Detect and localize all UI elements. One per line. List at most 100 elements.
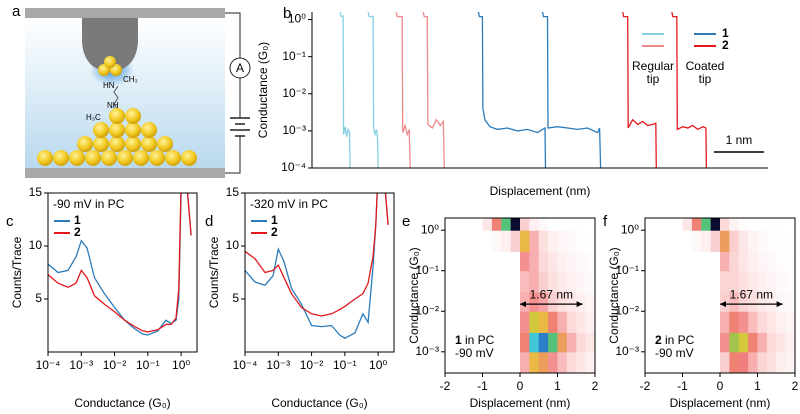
heat-cell bbox=[720, 271, 730, 293]
trace bbox=[423, 12, 444, 168]
heat-cell bbox=[492, 251, 502, 271]
heat-cell bbox=[645, 271, 655, 293]
heat-cell bbox=[445, 251, 455, 271]
heat-cell bbox=[529, 311, 539, 333]
heat-cell bbox=[767, 311, 777, 333]
schematic: a A CH₃ HN NH H₃C bbox=[12, 3, 250, 178]
heat-cell bbox=[673, 230, 683, 252]
arrow-label: 1.67 nm bbox=[530, 287, 573, 301]
trace bbox=[48, 161, 191, 335]
heat-cell bbox=[539, 352, 549, 374]
heat-cell bbox=[520, 230, 530, 252]
atom bbox=[37, 150, 53, 166]
heat-cell bbox=[567, 332, 577, 352]
heat-cell bbox=[501, 332, 511, 352]
heat-cell bbox=[748, 218, 758, 231]
x-tick-label: -2 bbox=[640, 379, 651, 393]
atom bbox=[77, 136, 93, 152]
heat-cell bbox=[720, 332, 730, 352]
heat-cell bbox=[720, 230, 730, 252]
trace bbox=[623, 12, 657, 168]
heat-cell bbox=[445, 271, 455, 293]
x-axis-title: Displacement (nm) bbox=[470, 396, 571, 410]
heat-cell bbox=[529, 251, 539, 271]
y-axis-title: Conductance (G₀) bbox=[607, 247, 621, 343]
heat-cell bbox=[748, 332, 758, 352]
heat-cell bbox=[520, 251, 530, 271]
heat-cell bbox=[729, 230, 739, 252]
heat-cell bbox=[767, 332, 777, 352]
x-tick-label: -1 bbox=[677, 379, 688, 393]
x-tick-label: 2 bbox=[792, 379, 799, 393]
heat-cell bbox=[548, 218, 558, 231]
heat-cell bbox=[664, 271, 674, 293]
heat-cell bbox=[645, 292, 655, 312]
note: -320 mV in PC bbox=[250, 197, 328, 211]
heat-cell bbox=[720, 352, 730, 374]
heat-cell bbox=[586, 218, 596, 231]
x-tick-label: 10⁻² bbox=[300, 358, 324, 372]
panel-label: e bbox=[402, 213, 410, 230]
x-tick-label: 10⁰ bbox=[369, 358, 387, 372]
heat-cell bbox=[720, 251, 730, 271]
x-tick-label: 10⁰ bbox=[172, 358, 190, 372]
heat-cell bbox=[645, 251, 655, 271]
heat-cell bbox=[758, 332, 768, 352]
plot-area bbox=[48, 161, 191, 335]
wire bbox=[225, 13, 240, 58]
heat-cell bbox=[548, 332, 558, 352]
heat-cell bbox=[758, 218, 768, 231]
y-tick-label: 10⁻³ bbox=[615, 344, 639, 358]
heat-cell bbox=[520, 311, 530, 333]
heat-cell bbox=[454, 271, 464, 293]
trace bbox=[48, 161, 191, 332]
heat-cell bbox=[786, 292, 796, 312]
heat-cell bbox=[492, 271, 502, 293]
heat-cell bbox=[501, 218, 511, 231]
heat-cell bbox=[520, 352, 530, 374]
heat-cell bbox=[739, 251, 749, 271]
heat-cell bbox=[701, 332, 711, 352]
group-label: HN bbox=[103, 81, 115, 90]
heat-cell bbox=[445, 352, 455, 374]
heat-cell bbox=[767, 218, 777, 231]
atom bbox=[104, 56, 116, 68]
atom bbox=[149, 150, 165, 166]
heat-cell bbox=[673, 311, 683, 333]
heat-cell bbox=[483, 292, 493, 312]
atom bbox=[165, 150, 181, 166]
frame bbox=[48, 193, 197, 352]
heat-cell bbox=[739, 332, 749, 352]
atom bbox=[117, 150, 133, 166]
x-tick-label: 1 bbox=[754, 379, 761, 393]
heat-cell bbox=[711, 311, 721, 333]
heat-cell bbox=[473, 230, 483, 252]
y-axis-title: Counts/Trace bbox=[207, 236, 221, 308]
heat-cell bbox=[529, 332, 539, 352]
heat-cell bbox=[739, 311, 749, 333]
heat-cell bbox=[645, 311, 655, 333]
heat-cell bbox=[483, 271, 493, 293]
trace bbox=[396, 12, 410, 168]
heat-cell bbox=[558, 332, 568, 352]
wire bbox=[225, 136, 240, 173]
heat-cell bbox=[654, 218, 664, 231]
atom bbox=[125, 122, 141, 138]
heat-cell bbox=[786, 251, 796, 271]
heat-cell bbox=[483, 251, 493, 271]
heat-cell bbox=[454, 218, 464, 231]
heat-cell bbox=[501, 271, 511, 293]
ammeter-label: A bbox=[236, 61, 244, 75]
heat-cell bbox=[558, 218, 568, 231]
heat-cell bbox=[520, 218, 530, 231]
y-tick-label: 10⁰ bbox=[421, 222, 439, 236]
x-tick-label: 0 bbox=[717, 379, 724, 393]
atom bbox=[125, 108, 141, 124]
panel: c5101510⁻⁴10⁻³10⁻²10⁻¹10⁰Conductance (G₀… bbox=[6, 161, 197, 410]
heat-cell bbox=[529, 352, 539, 374]
heat-cell bbox=[748, 352, 758, 374]
heat-cell bbox=[786, 230, 796, 252]
trace bbox=[672, 12, 707, 168]
heat-cell bbox=[529, 218, 539, 231]
heat-cell bbox=[464, 251, 474, 271]
